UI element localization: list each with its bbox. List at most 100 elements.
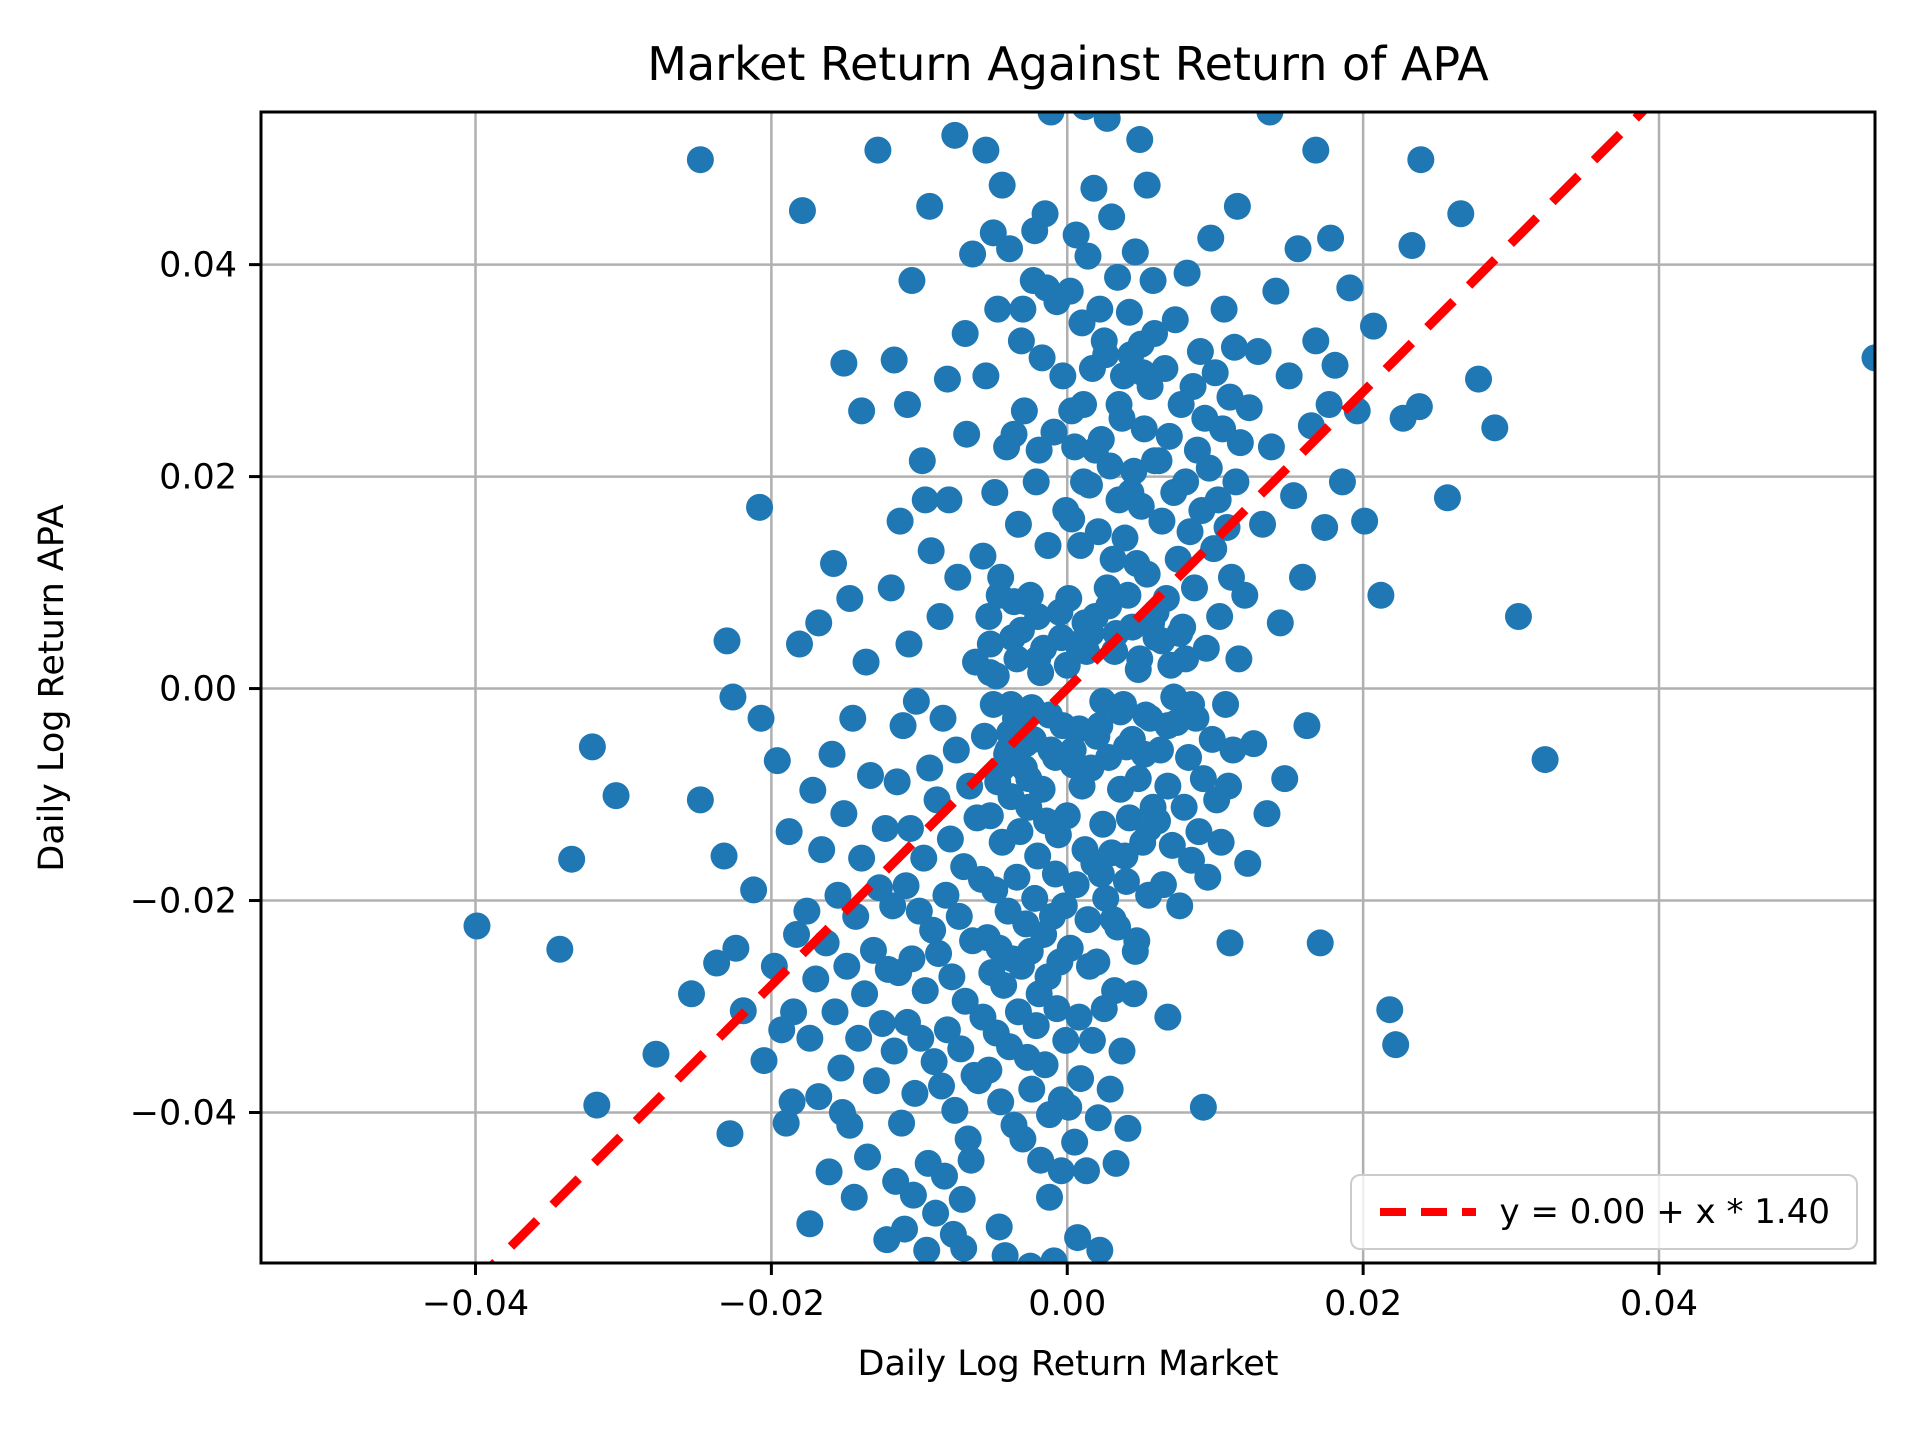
scatter-point: [886, 507, 914, 535]
scatter-point: [1161, 306, 1189, 334]
scatter-point: [740, 876, 768, 904]
scatter-point: [1087, 425, 1115, 453]
scatter-point: [901, 1079, 929, 1107]
scatter-point: [1220, 333, 1248, 361]
scatter-point: [1047, 1157, 1075, 1185]
scatter-point: [951, 320, 979, 348]
scatter-point: [1024, 602, 1052, 630]
scatter-point: [836, 1111, 864, 1139]
scatter-point: [1098, 203, 1126, 231]
scatter-point: [871, 814, 899, 842]
scatter-point: [916, 754, 944, 782]
scatter-point: [1225, 645, 1253, 673]
scatter-point: [1178, 846, 1206, 874]
scatter-point: [642, 1040, 670, 1068]
scatter-point: [1040, 418, 1068, 446]
scatter-point: [1139, 267, 1167, 295]
scatter-point: [905, 897, 933, 925]
scatter-point: [1043, 995, 1071, 1023]
scatter-point: [985, 581, 1013, 609]
scatter-point: [930, 1162, 958, 1190]
x-axis-label: Daily Log Return Market: [857, 1344, 1279, 1384]
scatter-point: [1447, 200, 1475, 228]
scatter-point: [1398, 232, 1426, 260]
scatter-point: [899, 1181, 927, 1209]
scatter-point: [1007, 327, 1035, 355]
scatter-point: [1115, 298, 1143, 326]
scatter-point: [1041, 860, 1069, 888]
scatter-point: [1376, 996, 1404, 1024]
scatter-point: [889, 712, 917, 740]
scatter-point: [1172, 645, 1200, 673]
scatter-point: [1531, 746, 1559, 774]
scatter-point: [1176, 518, 1204, 546]
legend-dashed-line-sample: [1379, 1208, 1476, 1216]
scatter-point: [1284, 235, 1312, 263]
scatter-point: [972, 362, 1000, 390]
scatter-point: [1175, 743, 1203, 771]
scatter-point: [1271, 765, 1299, 793]
scatter-point: [941, 121, 969, 149]
scatter-point: [1155, 422, 1183, 450]
scatter-point: [1089, 810, 1117, 838]
scatter-point: [713, 627, 741, 655]
scatter-point: [1207, 828, 1235, 856]
scatter-point: [1084, 1104, 1112, 1132]
scatter-point: [1009, 295, 1037, 323]
scatter-point: [830, 800, 858, 828]
scatter-point: [892, 872, 920, 900]
scatter-point: [1055, 1093, 1083, 1121]
scatter-point: [1034, 531, 1062, 559]
scatter-point: [1407, 146, 1435, 174]
scatter-point: [1206, 602, 1234, 630]
scatter-point: [1231, 581, 1259, 609]
scatter-point: [836, 584, 864, 612]
scatter-point: [1144, 807, 1172, 835]
scatter-point: [805, 609, 833, 637]
scatter-point: [883, 768, 911, 796]
scatter-point: [1166, 619, 1194, 647]
x-tick-label: −0.04: [422, 1284, 529, 1324]
scatter-point: [1315, 391, 1343, 419]
scatter-point: [1084, 518, 1112, 546]
scatter-point: [1074, 242, 1102, 270]
scatter-point: [578, 733, 606, 761]
scatter-point: [1275, 362, 1303, 390]
scatter-point: [891, 1215, 919, 1243]
scatter-point: [848, 397, 876, 425]
scatter-point: [944, 563, 972, 591]
scatter-point: [1151, 354, 1179, 382]
scatter-point: [788, 197, 816, 225]
scatter-point: [1504, 602, 1532, 630]
scatter-point: [1149, 871, 1177, 899]
scatter-point: [1189, 1093, 1217, 1121]
scatter-point: [1003, 645, 1031, 673]
y-tick-label: −0.02: [130, 882, 237, 922]
scatter-point: [1083, 948, 1111, 976]
scatter-point: [1074, 906, 1102, 934]
scatter-point: [1123, 927, 1151, 955]
scatter-point: [928, 1072, 956, 1100]
scatter-point: [1172, 468, 1200, 496]
scatter-point: [1226, 429, 1254, 457]
scatter-point: [987, 1088, 1015, 1116]
scatter-point: [1382, 1031, 1410, 1059]
scatter-point: [1031, 200, 1059, 228]
scatter-point: [820, 549, 848, 577]
scatter-point: [830, 349, 858, 377]
scatter-point: [1249, 510, 1277, 538]
scatter-point: [1861, 344, 1875, 372]
scatter-point: [716, 1120, 744, 1148]
scatter-point: [1302, 327, 1330, 355]
scatter-point: [1027, 1146, 1055, 1174]
scatter-point: [1111, 524, 1139, 552]
scatter-point: [908, 447, 936, 475]
scatter-point: [1223, 192, 1251, 220]
scatter-point: [851, 980, 879, 1008]
scatter-point: [1050, 892, 1078, 920]
scatter-point: [1317, 224, 1345, 252]
scatter-point: [1065, 1003, 1093, 1031]
scatter-point: [747, 704, 775, 732]
